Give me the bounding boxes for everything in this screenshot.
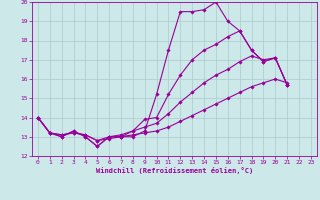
X-axis label: Windchill (Refroidissement éolien,°C): Windchill (Refroidissement éolien,°C) (96, 167, 253, 174)
